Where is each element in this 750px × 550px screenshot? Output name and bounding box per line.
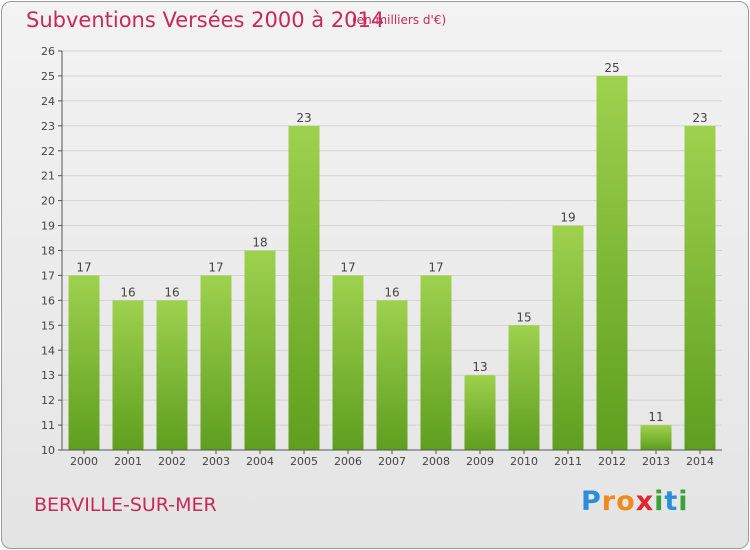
chart-title: Subventions Versées 2000 à 2014: [26, 8, 385, 32]
bar: [332, 275, 364, 450]
bar: [596, 75, 628, 450]
proxiti-logo: Proxiti: [581, 486, 689, 517]
bar: [68, 275, 100, 450]
x-tick-label: 2003: [202, 455, 230, 468]
logo-letter: o: [616, 486, 636, 517]
y-tick-label: 21: [41, 170, 55, 183]
x-tick-label: 2000: [70, 455, 98, 468]
y-tick-label: 15: [41, 319, 55, 332]
logo-letter: i: [678, 486, 689, 517]
x-tick-label: 2013: [642, 455, 670, 468]
y-tick-label: 13: [41, 369, 55, 382]
bar: [200, 275, 232, 450]
bar-value-label: 11: [648, 410, 663, 424]
y-tick-label: 18: [41, 245, 55, 258]
x-tick-label: 2004: [246, 455, 274, 468]
bar-value-label: 17: [428, 260, 443, 274]
x-tick-label: 2008: [422, 455, 450, 468]
y-tick-label: 20: [41, 195, 55, 208]
bar: [508, 325, 540, 450]
y-tick-label: 22: [41, 145, 55, 158]
logo-letter: x: [635, 486, 655, 517]
bar: [244, 250, 276, 450]
bar-value-label: 19: [560, 211, 575, 225]
x-tick-label: 2001: [114, 455, 142, 468]
bar: [552, 225, 584, 450]
commune-name: BERVILLE-SUR-MER: [34, 494, 217, 516]
y-tick-label: 23: [41, 120, 55, 133]
chart-unit-label: (en milliers d'€): [352, 13, 447, 27]
x-tick-label: 2006: [334, 455, 362, 468]
bar-value-label: 23: [296, 111, 311, 125]
logo-letter: P: [581, 486, 602, 517]
bar: [288, 125, 320, 450]
y-tick-label: 25: [41, 70, 55, 83]
bar: [112, 300, 144, 450]
x-tick-label: 2014: [686, 455, 714, 468]
y-tick-label: 26: [41, 45, 55, 58]
bar-value-label: 25: [604, 61, 619, 75]
y-tick-label: 24: [41, 95, 55, 108]
bar-value-label: 17: [76, 260, 91, 274]
bar: [156, 300, 188, 450]
bar-value-label: 13: [472, 360, 487, 374]
bar-value-label: 15: [516, 310, 531, 324]
bar-value-label: 16: [384, 285, 399, 299]
x-tick-label: 2007: [378, 455, 406, 468]
x-tick-label: 2005: [290, 455, 318, 468]
y-tick-label: 19: [41, 220, 55, 233]
bar-value-label: 23: [692, 111, 707, 125]
logo-letter: r: [601, 486, 617, 517]
bar-value-label: 17: [340, 260, 355, 274]
bar: [684, 125, 716, 450]
bar-value-label: 17: [208, 260, 223, 274]
bar: [376, 300, 408, 450]
bar-value-label: 18: [252, 236, 267, 250]
y-tick-label: 10: [41, 444, 55, 457]
bar: [464, 375, 496, 450]
bar-value-label: 16: [164, 285, 179, 299]
logo-letter: i: [654, 486, 665, 517]
y-tick-label: 11: [41, 419, 55, 432]
y-tick-label: 16: [41, 294, 55, 307]
bar-value-label: 16: [120, 285, 135, 299]
bar: [640, 425, 672, 450]
x-tick-label: 2009: [466, 455, 494, 468]
y-tick-label: 14: [41, 344, 55, 357]
x-tick-label: 2012: [598, 455, 626, 468]
x-tick-label: 2011: [554, 455, 582, 468]
x-tick-label: 2002: [158, 455, 186, 468]
x-tick-label: 2010: [510, 455, 538, 468]
y-tick-label: 12: [41, 394, 55, 407]
y-tick-label: 17: [41, 269, 55, 282]
bar: [420, 275, 452, 450]
logo-letter: t: [664, 486, 679, 517]
